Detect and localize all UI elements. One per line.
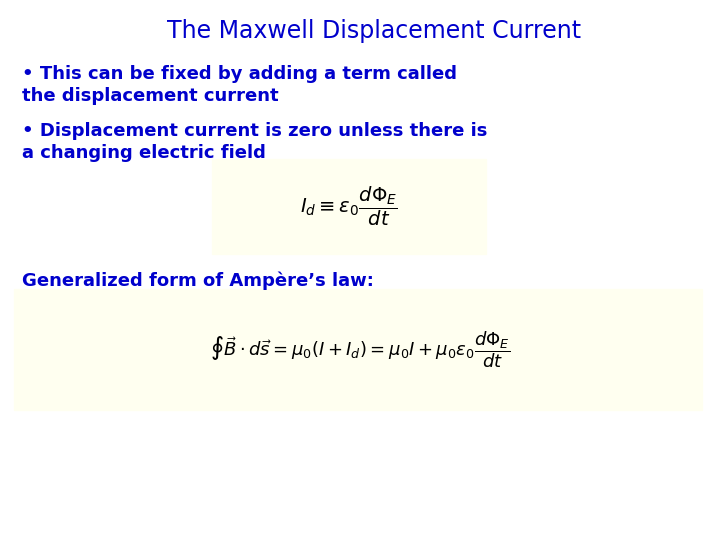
Text: The Maxwell Displacement Current: The Maxwell Displacement Current bbox=[167, 19, 582, 43]
Text: $I_d \equiv \varepsilon_0 \dfrac{d\Phi_E}{dt}$: $I_d \equiv \varepsilon_0 \dfrac{d\Phi_E… bbox=[300, 185, 398, 228]
Text: Generalized form of Ampère’s law:: Generalized form of Ampère’s law: bbox=[22, 272, 374, 290]
Text: the displacement current: the displacement current bbox=[22, 87, 278, 105]
Text: $\oint \vec{B} \cdot d\vec{s} = \mu_0(I + I_d) = \mu_0 I + \mu_0\varepsilon_0 \d: $\oint \vec{B} \cdot d\vec{s} = \mu_0(I … bbox=[210, 329, 510, 370]
Text: • Displacement current is zero unless there is: • Displacement current is zero unless th… bbox=[22, 122, 487, 139]
FancyBboxPatch shape bbox=[212, 159, 486, 254]
FancyBboxPatch shape bbox=[14, 289, 702, 410]
Text: a changing electric field: a changing electric field bbox=[22, 144, 266, 162]
Text: • This can be fixed by adding a term called: • This can be fixed by adding a term cal… bbox=[22, 65, 456, 83]
